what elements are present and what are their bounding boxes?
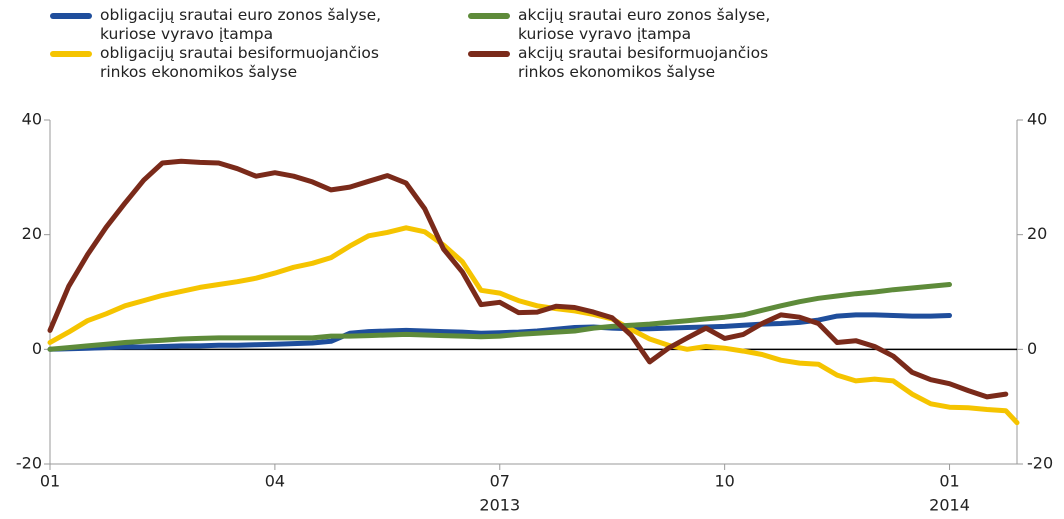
legend-item: akcijų srautai euro zonos šalyse, kurios… [468,6,828,44]
legend-label: akcijų srautai besiformuojančios rinkos … [518,44,769,81]
legend-label: obligacijų srautai besiformuojančios rin… [100,44,379,81]
x-year-label: 2014 [929,496,970,515]
y-tick-label: -20 [16,454,42,473]
x-tick-label: 01 [40,472,60,491]
legend-item: akcijų srautai besiformuojančios rinkos … [468,44,828,82]
series-line [47,158,1009,400]
x-tick-label: 01 [939,472,959,491]
y2-tick-label: 0 [1027,339,1037,358]
y2-tick-label: -20 [1027,454,1053,473]
x-tick-label: 07 [490,472,510,491]
series-line [47,282,952,352]
y2-tick-label: 40 [1027,110,1047,129]
y-tick-label: 20 [22,224,42,243]
legend-label: obligacijų srautai euro zonos šalyse, ku… [100,6,382,43]
legend-item: obligacijų srautai besiformuojančios rin… [50,44,468,82]
legend-label: akcijų srautai euro zonos šalyse, kurios… [518,6,771,43]
series-line [47,312,952,352]
legend-swatch [468,51,510,57]
y2-tick-label: 20 [1027,224,1047,243]
legend-item: obligacijų srautai euro zonos šalyse, ku… [50,6,468,44]
y-tick-label: 0 [32,339,42,358]
series-line [47,225,1020,426]
x-year-label: 2013 [479,496,520,515]
y-tick-label: 40 [22,110,42,129]
x-tick-label: 04 [265,472,285,491]
legend-swatch [50,51,92,57]
legend: obligacijų srautai euro zonos šalyse, ku… [50,6,828,82]
x-tick-label: 10 [714,472,734,491]
legend-swatch [50,13,92,19]
legend-swatch [468,13,510,19]
